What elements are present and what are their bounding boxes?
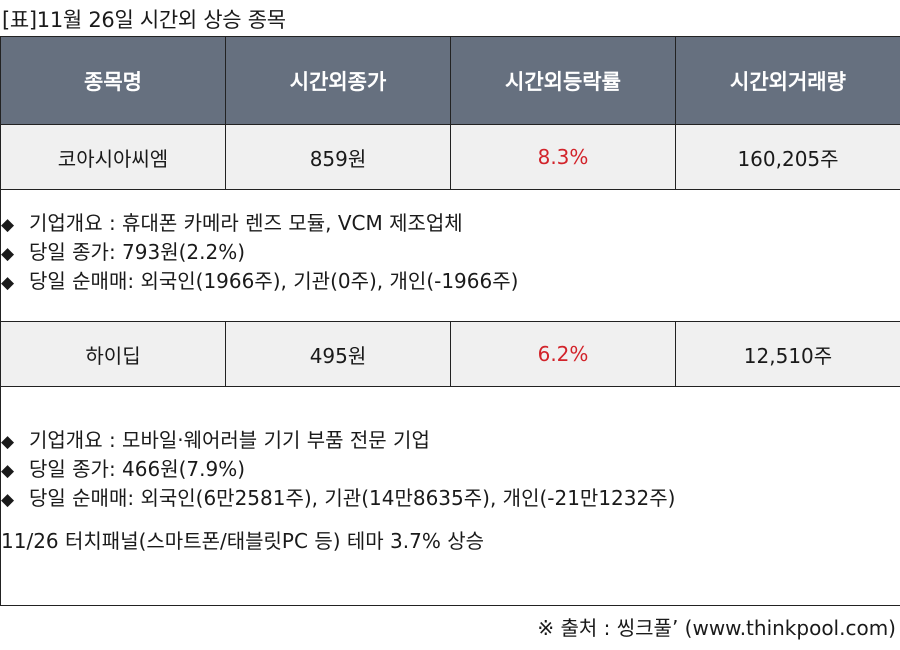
stock-price: 495원 bbox=[225, 321, 451, 387]
info-line: ◆ 당일 종가: 466원(7.9%) bbox=[1, 456, 900, 485]
info-text: 기업개요 : 휴대폰 카메라 렌즈 모듈, VCM 제조업체 bbox=[29, 211, 463, 235]
source-credit: ※ 출처 : 씽크풀’ (www.thinkpool.com) bbox=[537, 616, 896, 640]
stock-rate: 6.2% bbox=[450, 321, 676, 387]
diamond-icon: ◆ bbox=[1, 490, 15, 510]
info-row: ◆ 기업개요 : 모바일·웨어러블 기기 부품 전문 기업 ◆ 당일 종가: 466… bbox=[0, 386, 900, 606]
theme-note: 11/26 터치패널(스마트폰/태블릿PC 등) 테마 3.7% 상승 bbox=[1, 529, 485, 553]
info-line: ◆ 기업개요 : 모바일·웨어러블 기기 부품 전문 기업 bbox=[1, 427, 900, 456]
header-row: 종목명 시간외종가 시간외등락률 시간외거래량 bbox=[0, 36, 900, 125]
diamond-icon: ◆ bbox=[1, 432, 15, 452]
stock-info: ◆ 기업개요 : 휴대폰 카메라 렌즈 모듈, VCM 제조업체 ◆ 당일 종가: … bbox=[0, 189, 900, 322]
stock-name: 하이딥 bbox=[0, 321, 226, 387]
info-line: ◆ 기업개요 : 휴대폰 카메라 렌즈 모듈, VCM 제조업체 bbox=[1, 210, 900, 239]
info-text: 당일 종가: 466원(7.9%) bbox=[29, 457, 246, 481]
info-text: 기업개요 : 모바일·웨어러블 기기 부품 전문 기업 bbox=[29, 428, 430, 452]
stock-name: 코아시아씨엠 bbox=[0, 124, 226, 190]
header-name: 종목명 bbox=[0, 36, 226, 125]
stock-rate: 8.3% bbox=[450, 124, 676, 190]
table-row: 코아시아씨엠 859원 8.3% 160,205주 bbox=[0, 124, 900, 190]
table-row: 하이딥 495원 6.2% 12,510주 bbox=[0, 321, 900, 387]
diamond-icon: ◆ bbox=[1, 244, 15, 264]
stock-volume: 160,205주 bbox=[675, 124, 900, 190]
header-rate: 시간외등락률 bbox=[450, 36, 676, 125]
header-volume: 시간외거래량 bbox=[675, 36, 900, 125]
info-line: ◆ 당일 순매매: 외국인(1966주), 기관(0주), 개인(-1966주) bbox=[1, 268, 900, 297]
stock-info: ◆ 기업개요 : 모바일·웨어러블 기기 부품 전문 기업 ◆ 당일 종가: 466… bbox=[0, 386, 900, 606]
after-hours-table: 종목명 시간외종가 시간외등락률 시간외거래량 코아시아씨엠 859원 8.3%… bbox=[0, 36, 900, 606]
diamond-icon: ◆ bbox=[1, 273, 15, 293]
table-title: [표]11월 26일 시간외 상승 종목 bbox=[2, 8, 286, 32]
diamond-icon: ◆ bbox=[1, 215, 15, 235]
stock-price: 859원 bbox=[225, 124, 451, 190]
info-text: 당일 순매매: 외국인(6만2581주), 기관(14만8635주), 개인(-… bbox=[29, 486, 676, 510]
diamond-icon: ◆ bbox=[1, 461, 15, 481]
info-text: 당일 순매매: 외국인(1966주), 기관(0주), 개인(-1966주) bbox=[29, 269, 519, 293]
info-row: ◆ 기업개요 : 휴대폰 카메라 렌즈 모듈, VCM 제조업체 ◆ 당일 종가: … bbox=[0, 189, 900, 322]
stock-volume: 12,510주 bbox=[675, 321, 900, 387]
header-price: 시간외종가 bbox=[225, 36, 451, 125]
info-text: 당일 종가: 793원(2.2%) bbox=[29, 240, 246, 264]
info-line: ◆ 당일 순매매: 외국인(6만2581주), 기관(14만8635주), 개인(… bbox=[1, 485, 900, 514]
info-line: ◆ 당일 종가: 793원(2.2%) bbox=[1, 239, 900, 268]
